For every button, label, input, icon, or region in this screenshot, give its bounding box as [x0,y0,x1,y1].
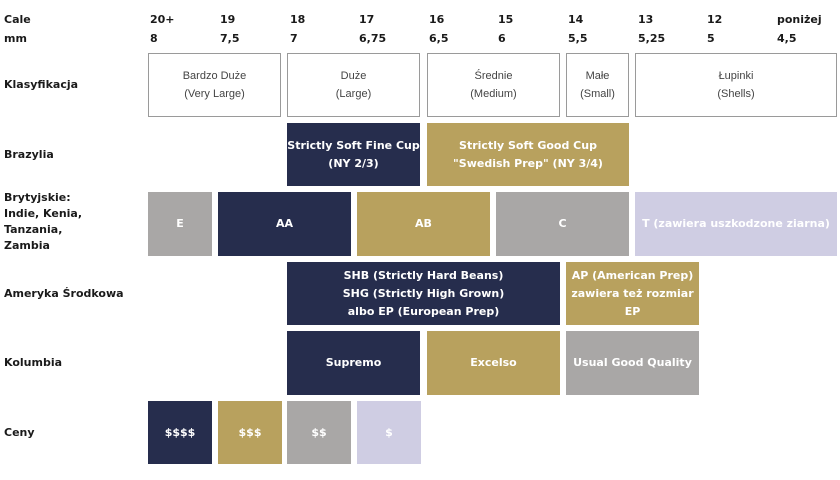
kolumbia-supremo: Supremo [287,331,420,395]
col-cale-16: 16 [429,13,445,26]
class-very-large: Bardzo Duże (Very Large) [148,53,281,117]
col-cale-14: 14 [568,13,584,26]
ameryka-shb-shg: SHB (Strictly Hard Beans) SHG (Strictly … [287,262,560,325]
col-cale-12: 12 [707,13,723,26]
grade-c: C [496,192,629,256]
price-1: $ [357,401,421,464]
brazylia-good-cup-line-2: "Swedish Prep" (NY 3/4) [453,156,603,170]
col-mm-7: 7 [290,32,298,45]
class-medium: Średnie (Medium) [427,53,560,117]
class-large-pl: Duże [340,70,367,82]
cale-label: Cale [4,13,31,26]
col-mm-4-5: 4,5 [777,32,797,45]
class-very-large-pl: Bardzo Duże [182,70,247,82]
price-4: $$$$ [148,401,212,464]
col-mm-7-5: 7,5 [220,32,240,45]
row-label-brytyjskie-line-3: Tanzania, [4,223,63,236]
ameryka-ap: AP (American Prep) zawiera też rozmiar E… [566,262,699,325]
row-label-brytyjskie: Brytyjskie: Indie, Kenia, Tanzania, Zamb… [4,190,82,254]
brazylia-fine-cup-line-2: (NY 2/3) [328,156,379,170]
row-label-brytyjskie-line-1: Brytyjskie: [4,191,71,204]
class-medium-en: (Medium) [470,88,517,100]
class-large-en: (Large) [335,88,372,100]
row-label-ceny: Ceny [4,426,35,439]
row-label-brytyjskie-line-2: Indie, Kenia, [4,207,83,220]
row-label-kolumbia: Kolumbia [4,356,63,369]
mm-label: mm [4,32,27,45]
col-mm-6-75: 6,75 [359,32,387,45]
col-mm-5-25: 5,25 [638,32,666,45]
class-medium-pl: Średnie [474,70,513,82]
ameryka-shb-line-1: SHB (Strictly Hard Beans) [343,268,504,282]
brazylia-good-cup-line-1: Strictly Soft Good Cup [459,138,597,152]
col-cale-ponizej: poniżej [777,13,822,26]
grade-aa: AA [218,192,351,256]
col-mm-8: 8 [150,32,158,45]
kolumbia-excelso: Excelso [427,331,560,395]
class-very-large-en: (Very Large) [184,88,245,100]
row-label-brytyjskie-line-4: Zambia [4,239,50,252]
class-small-en: (Small) [580,88,615,100]
price-3: $$$ [218,401,282,464]
col-cale-15: 15 [498,13,514,26]
col-mm-6-5: 6,5 [429,32,449,45]
class-small: Małe (Small) [566,53,629,117]
col-cale-20plus: 20+ [150,13,175,26]
row-label-klasyfikacja: Klasyfikacja [4,78,79,91]
col-mm-5: 5 [707,32,715,45]
col-cale-13: 13 [638,13,654,26]
class-small-pl: Małe [585,70,610,82]
grade-e: E [148,192,212,256]
price-2: $$ [287,401,351,464]
brazylia-good-cup: Strictly Soft Good Cup "Swedish Prep" (N… [427,123,629,186]
class-large: Duże (Large) [287,53,420,117]
col-mm-6: 6 [498,32,506,45]
ameryka-shb-line-2: SHG (Strictly High Grown) [342,286,505,300]
col-cale-17: 17 [359,13,375,26]
brazylia-fine-cup: Strictly Soft Fine Cup (NY 2/3) [287,123,420,186]
row-label-brazylia: Brazylia [4,148,54,161]
ameryka-shb-line-3: albo EP (European Prep) [347,304,500,318]
ameryka-ap-line-2: zawiera też rozmiar EP [571,286,694,318]
class-shells-pl: Łupinki [718,70,754,82]
brazylia-fine-cup-line-1: Strictly Soft Fine Cup [287,138,420,152]
col-cale-18: 18 [290,13,306,26]
class-shells-en: (Shells) [717,88,755,100]
kolumbia-ugq: Usual Good Quality [566,331,699,395]
grade-ab: AB [357,192,490,256]
grade-t: T (zawiera uszkodzone ziarna) [635,192,837,256]
col-cale-19: 19 [220,13,236,26]
row-label-ameryka-srodkowa: Ameryka Środkowa [4,287,124,300]
col-mm-5-5: 5,5 [568,32,588,45]
class-shells: Łupinki (Shells) [635,53,837,117]
ameryka-ap-line-1: AP (American Prep) [571,268,694,282]
